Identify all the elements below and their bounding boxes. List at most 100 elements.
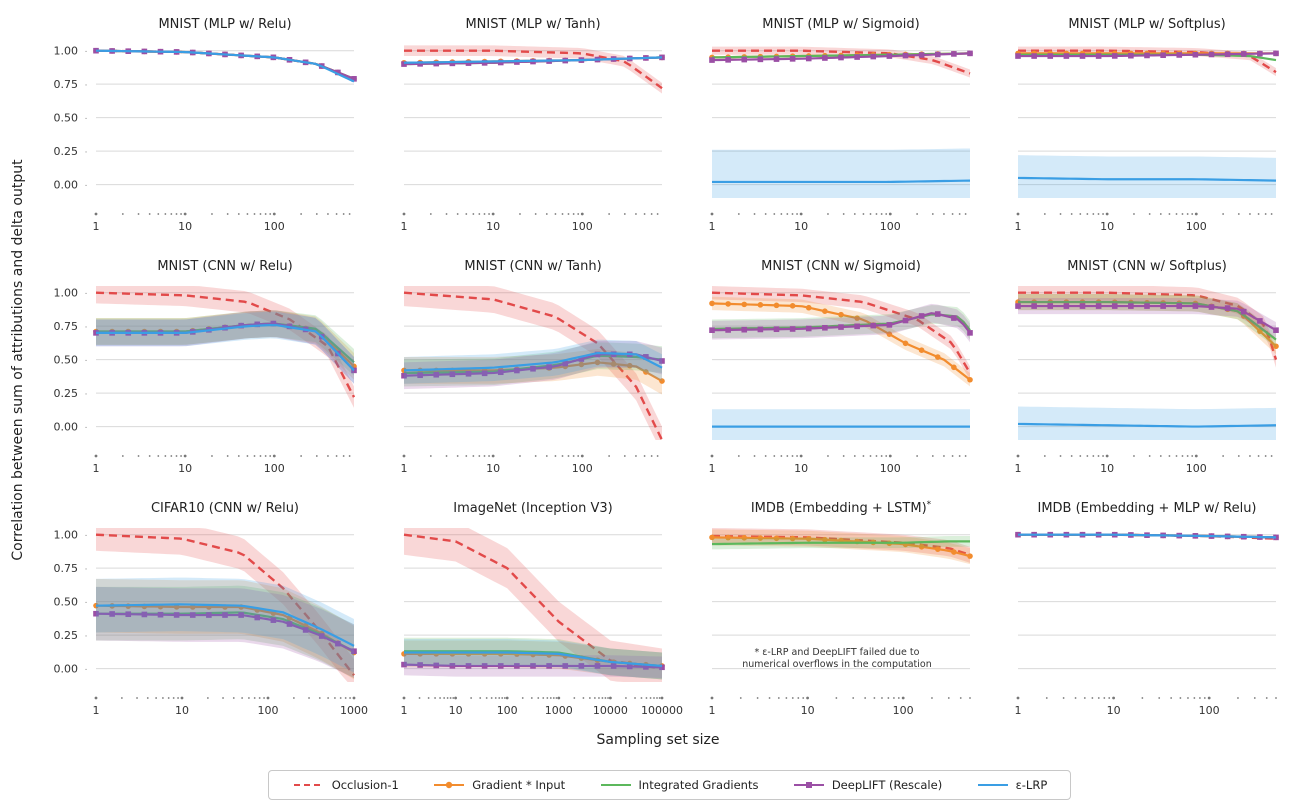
x-tick-mark	[880, 455, 883, 457]
x-tick-mark	[888, 454, 892, 458]
x-tick-label: 1	[709, 220, 716, 233]
data-point	[546, 663, 552, 669]
x-tick-label: 1000	[340, 704, 368, 717]
x-tick-mark	[1187, 697, 1189, 699]
data-point	[902, 340, 909, 347]
data-point	[967, 553, 973, 559]
data-point	[902, 52, 909, 59]
data-point	[757, 535, 764, 541]
x-tick-mark	[797, 697, 800, 699]
x-tick-mark	[402, 696, 406, 700]
confidence-band	[96, 286, 354, 408]
x-tick-mark	[1086, 213, 1089, 215]
x-tick-mark	[1108, 697, 1111, 699]
data-point	[514, 663, 520, 669]
x-tick-mark	[764, 213, 767, 215]
x-tick-mark	[786, 213, 789, 215]
x-tick-mark	[853, 455, 856, 457]
x-tick-mark	[634, 697, 636, 699]
x-tick-mark	[862, 455, 865, 457]
data-point	[773, 302, 780, 309]
x-tick-mark	[753, 455, 756, 457]
data-point	[530, 365, 536, 372]
series-line	[1018, 300, 1277, 341]
x-tick-mark	[334, 697, 336, 699]
x-tick-mark	[827, 213, 829, 215]
y-tick-label: 0.75	[54, 320, 79, 333]
x-tick-label: 100	[893, 704, 914, 717]
x-tick-mark	[943, 213, 945, 215]
data-point	[530, 663, 536, 669]
x-tick-mark	[148, 213, 151, 215]
x-tick-mark	[897, 697, 900, 699]
data-point	[449, 371, 456, 378]
x-tick-mark	[342, 213, 345, 215]
data-point	[270, 617, 277, 623]
x-tick-mark	[1257, 213, 1260, 215]
x-tick-mark	[490, 697, 493, 699]
data-point	[1047, 303, 1054, 309]
x-tick-mark	[170, 455, 173, 457]
x-tick-mark	[582, 697, 585, 699]
series-line	[711, 540, 970, 546]
data-point	[822, 536, 828, 543]
x-tick-label: 10	[486, 462, 500, 475]
y-tick-mark: ·	[85, 148, 88, 158]
x-tick-mark	[542, 697, 545, 699]
x-tick-mark	[327, 455, 329, 457]
x-tick-label: 10	[1100, 462, 1114, 475]
series-elrp	[95, 49, 355, 83]
series-line	[1018, 291, 1278, 361]
x-tick-mark	[964, 213, 967, 215]
x-tick-mark	[875, 455, 878, 457]
data-point	[417, 372, 423, 379]
data-point	[1273, 343, 1279, 350]
x-tick-label: 10	[801, 704, 815, 717]
x-tick-label: 100	[264, 220, 285, 233]
x-tick-mark	[94, 454, 98, 458]
data-point	[709, 534, 715, 541]
x-tick-mark	[241, 697, 244, 699]
data-point	[886, 53, 893, 59]
x-tick-mark	[577, 213, 580, 215]
x-tick-mark	[452, 697, 455, 699]
x-tick-mark	[1193, 697, 1196, 699]
data-point	[433, 662, 440, 669]
subplot-grid: MNIST (MLP w/ Relu) 1.00 · 0.75 · 0.50 · 0.25 · 0…	[54, 17, 1279, 717]
x-tick-mark	[1264, 455, 1267, 457]
x-tick-mark	[167, 697, 170, 699]
confidence-band	[404, 339, 662, 384]
x-tick-label: 100	[258, 704, 279, 717]
x-tick-mark	[768, 697, 771, 699]
x-tick-mark	[248, 697, 250, 699]
data-point	[805, 55, 812, 62]
y-tick-mark: ·	[85, 666, 88, 676]
subplot-title: CIFAR10 (CNN w/ Relu)	[151, 501, 299, 516]
data-point	[481, 60, 488, 66]
x-tick-label: 10	[178, 220, 192, 233]
x-tick-mark	[446, 697, 449, 699]
data-point	[934, 51, 941, 58]
data-point	[1160, 303, 1166, 309]
x-tick-mark	[505, 696, 509, 700]
data-point	[562, 663, 569, 669]
x-tick-mark	[427, 697, 430, 699]
series-gradient	[709, 529, 973, 565]
x-tick-mark	[1194, 212, 1198, 216]
confidence-band	[404, 45, 662, 94]
x-tick-mark	[791, 697, 794, 699]
x-tick-mark	[573, 697, 576, 699]
subplot-10: ImageNet (Inception V3) 1 10 100 1000 10000 10…	[401, 501, 684, 717]
data-point	[351, 76, 357, 82]
x-tick-label: 100	[572, 220, 593, 233]
data-point	[1063, 303, 1070, 309]
x-tick-mark	[121, 455, 124, 457]
subplot-title: IMDB (Embedding + LSTM)*	[751, 500, 932, 516]
x-tick-mark	[951, 213, 954, 215]
x-tick-mark	[780, 455, 783, 457]
x-tick-mark	[873, 697, 876, 699]
x-tick-mark	[607, 697, 609, 699]
confidence-band	[96, 528, 354, 682]
data-point	[789, 326, 796, 332]
x-tick-mark	[802, 697, 805, 699]
